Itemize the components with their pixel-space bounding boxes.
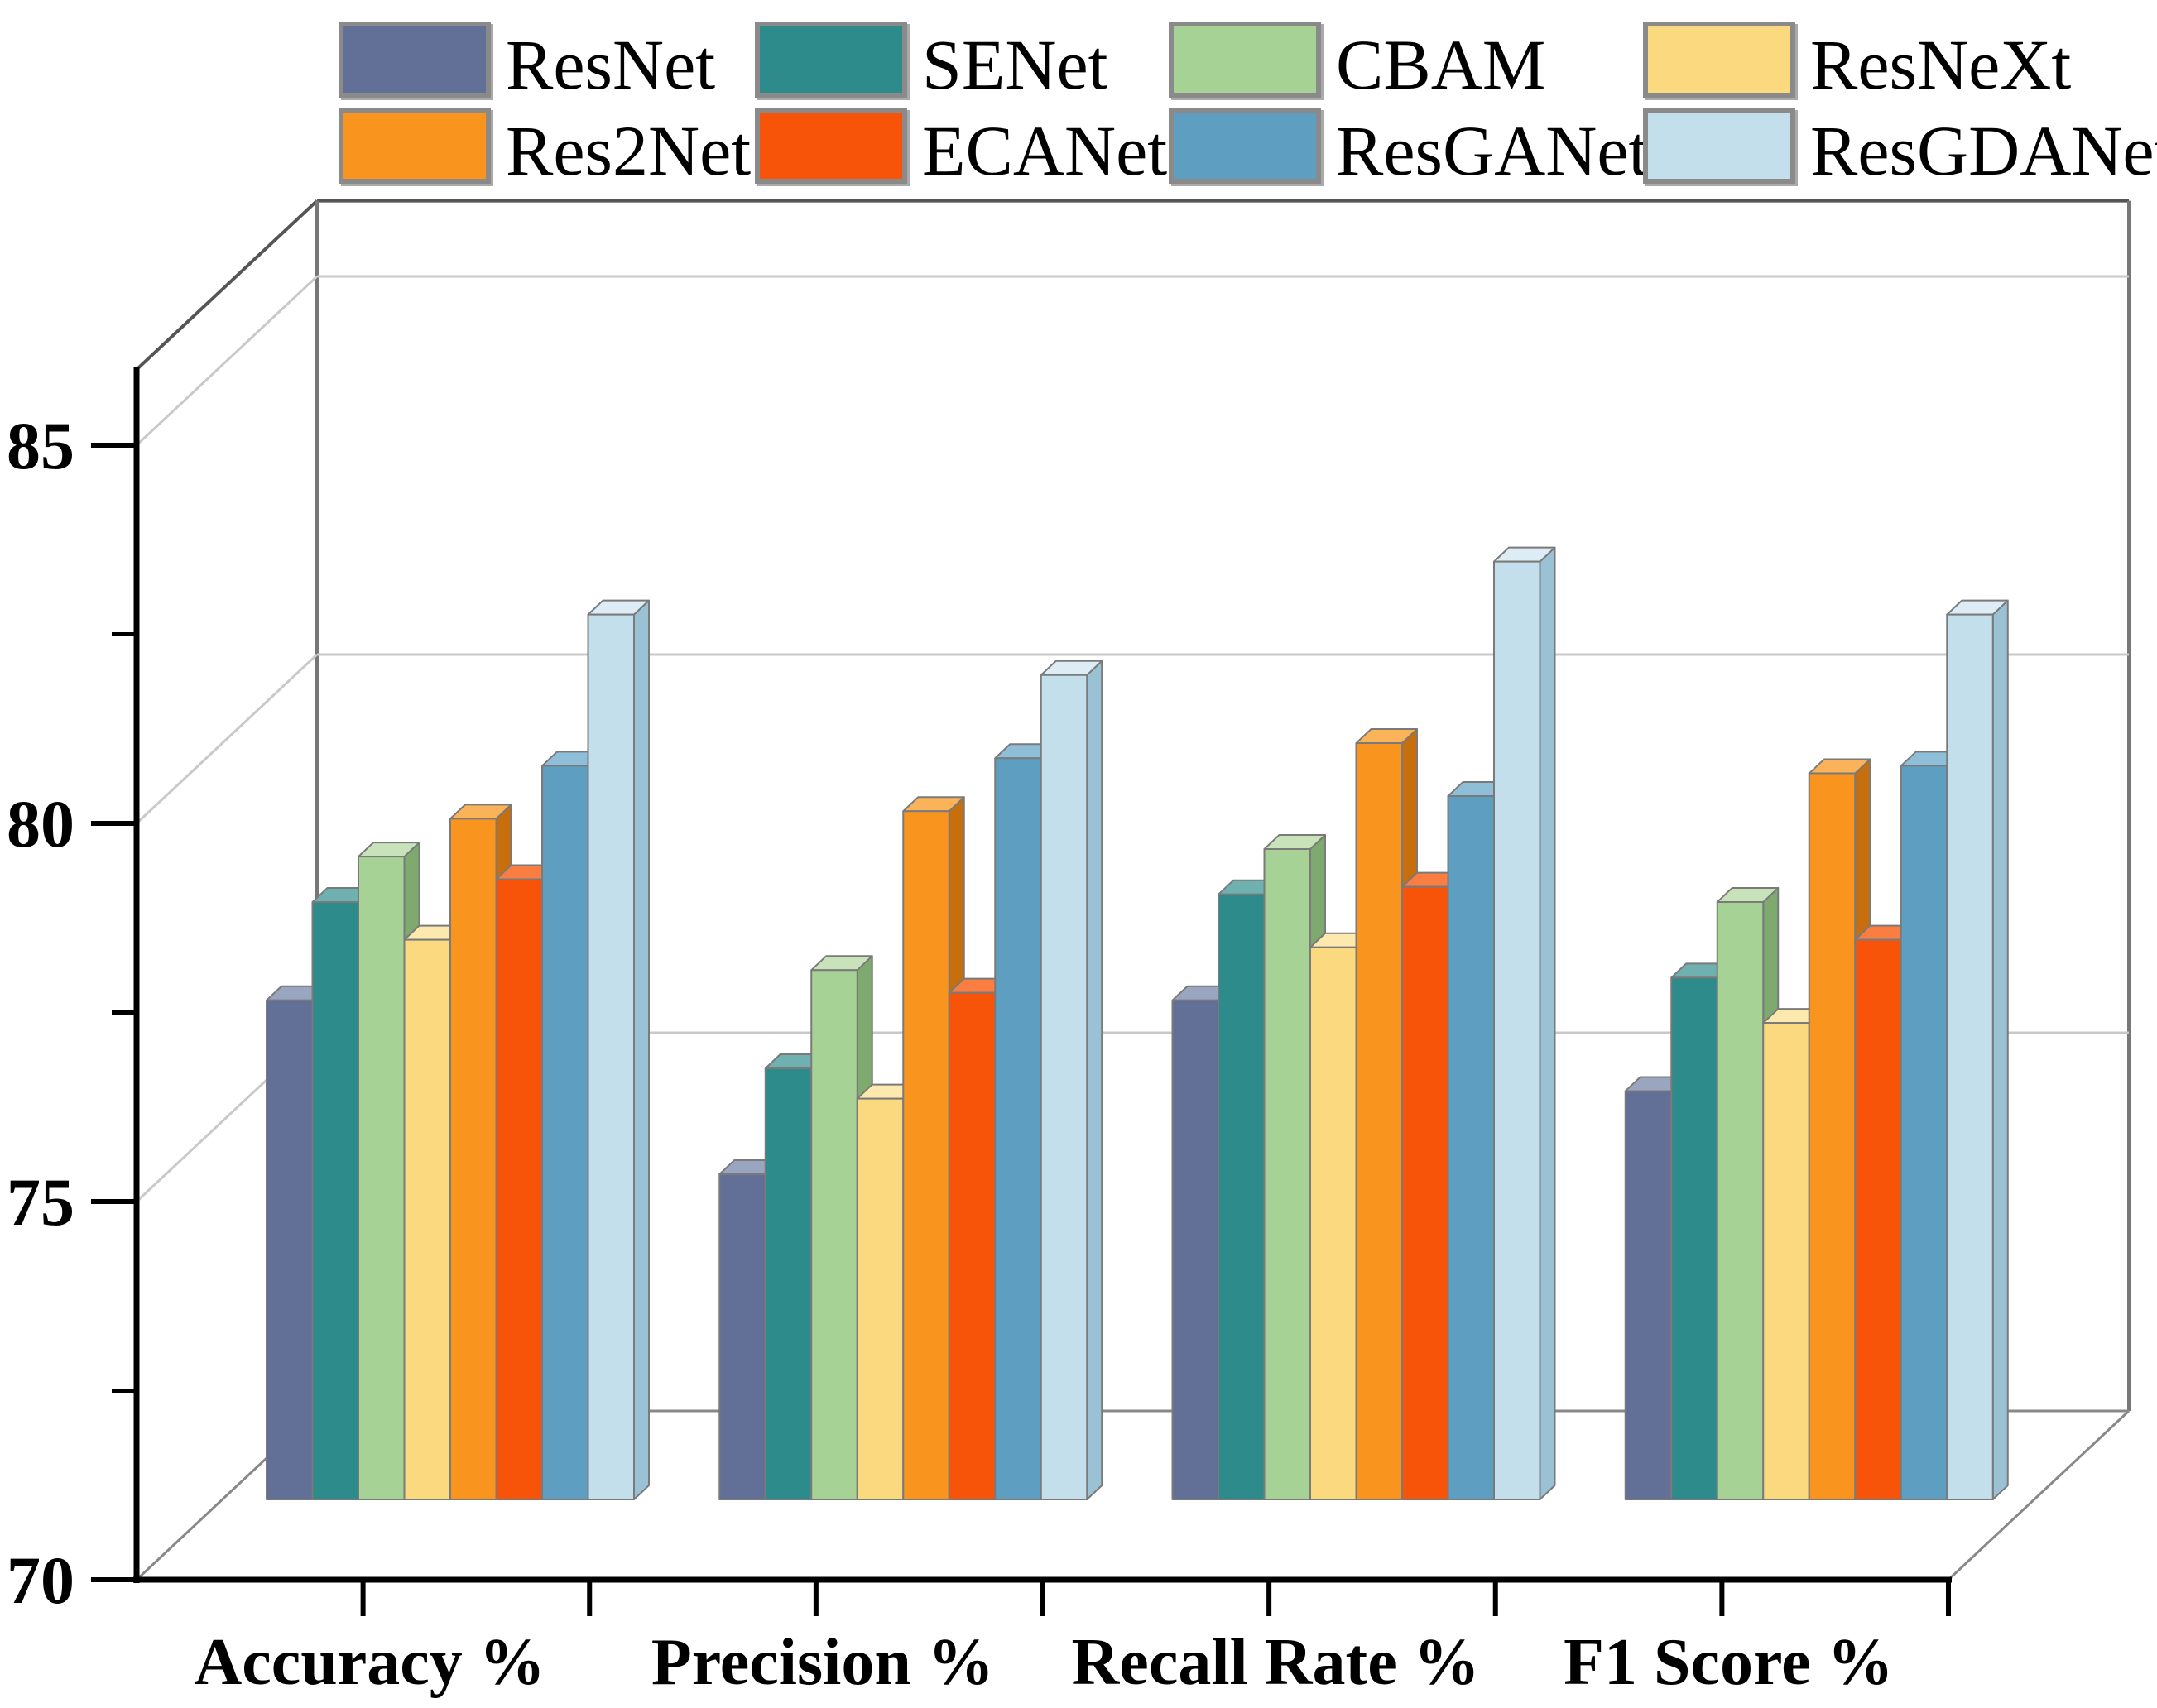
- bar-front-face: [1624, 1090, 1673, 1500]
- legend-item-resnext: ResNeXt: [1643, 17, 2071, 103]
- bar-front-face: [541, 765, 589, 1500]
- bar-front-face: [587, 613, 635, 1500]
- legend-label-resganet: ResGANet: [1336, 111, 1649, 190]
- gridline-wall-85: [135, 275, 319, 447]
- legend-swatch-resganet: [1169, 108, 1321, 184]
- y-tick-label-75: 75: [7, 1164, 74, 1240]
- legend-item-resnet: ResNet: [339, 17, 715, 103]
- bar-group-f1-score: [1624, 599, 2009, 1500]
- legend-swatch-ecanet: [755, 108, 907, 184]
- legend-label-senet: SENet: [922, 25, 1108, 104]
- legend-swatch-cbam: [1169, 22, 1321, 98]
- legend-item-senet: SENet: [755, 17, 1108, 103]
- bar-front-face: [403, 938, 451, 1500]
- bar-front-face: [1946, 613, 1994, 1500]
- bar-group-accuracy: [266, 599, 650, 1500]
- bar-front-face: [1040, 674, 1088, 1500]
- bar-front-face: [1762, 1022, 1810, 1500]
- bar-group-precision: [718, 660, 1103, 1500]
- bar-resgdanet-precision: [1040, 660, 1103, 1500]
- bar-front-face: [495, 878, 543, 1500]
- x-category-label-recall-rate: Recall Rate %: [1072, 1626, 1480, 1699]
- bar-front-face: [810, 969, 858, 1500]
- bar-front-face: [948, 991, 997, 1500]
- bar-front-face: [1263, 847, 1311, 1500]
- x-category-label-precision: Precision %: [651, 1626, 994, 1699]
- legend-swatch-res2net: [339, 108, 491, 184]
- bar-front-face: [764, 1068, 813, 1500]
- legend-item-resganet: ResGANet: [1169, 103, 1648, 189]
- bar-front-face: [1218, 893, 1266, 1500]
- y-tick-label-80: 80: [7, 786, 74, 861]
- bar-front-face: [1493, 560, 1541, 1500]
- legend-label-resnext: ResNeXt: [1810, 25, 2072, 104]
- legend-swatch-resnet: [339, 22, 491, 98]
- legend-swatch-resnext: [1643, 22, 1795, 98]
- bar-front-face: [1401, 885, 1449, 1500]
- gridline-wall-80: [135, 653, 319, 825]
- wall-top-left-edge: [135, 199, 319, 372]
- bar-front-face: [1447, 794, 1495, 1500]
- bar-front-face: [994, 757, 1042, 1500]
- bar-front-face: [1355, 742, 1403, 1500]
- bar-side-face: [1086, 660, 1103, 1500]
- y-tick-label-85: 85: [7, 408, 74, 483]
- legend-label-cbam: CBAM: [1336, 25, 1546, 104]
- y-tick-label-70: 70: [7, 1542, 74, 1618]
- legend-label-resnet: ResNet: [506, 25, 716, 104]
- bar-front-face: [1854, 938, 1902, 1500]
- bar-group-recall-rate: [1171, 546, 1556, 1500]
- bar-front-face: [1670, 976, 1718, 1500]
- bar-front-face: [1309, 946, 1357, 1500]
- legend-item-res2net: Res2Net: [339, 103, 751, 189]
- legend-item-cbam: CBAM: [1169, 17, 1545, 103]
- x-category-label-f1-score: F1 Score %: [1564, 1626, 1893, 1699]
- bar-side-face: [1539, 546, 1556, 1500]
- bar-front-face: [718, 1173, 766, 1500]
- bar-front-face: [449, 818, 497, 1500]
- floor-right-edge: [1947, 1409, 2131, 1581]
- bar-resgdanet-f1-score: [1946, 599, 2009, 1500]
- bar-resgdanet-recall-rate: [1493, 546, 1556, 1500]
- bar-front-face: [1716, 900, 1765, 1500]
- legend-swatch-senet: [755, 22, 907, 98]
- chart-legend: ResNet SENet CBAM ResNeXt Res2Net ECANet ResGA…: [0, 0, 2157, 199]
- bar-front-face: [902, 810, 950, 1500]
- bar-front-face: [1808, 772, 1857, 1500]
- x-category-label-accuracy: Accuracy %: [194, 1626, 545, 1699]
- bar-side-face: [633, 599, 650, 1500]
- bar-front-face: [1900, 765, 1948, 1500]
- legend-item-resgdanet: ResGDANet: [1643, 103, 2157, 189]
- legend-item-ecanet: ECANet: [755, 103, 1167, 189]
- bar-front-face: [358, 856, 406, 1500]
- bar-front-face: [266, 999, 314, 1500]
- bar-front-face: [311, 900, 359, 1500]
- legend-label-res2net: Res2Net: [506, 111, 752, 190]
- bar-side-face: [1991, 599, 2009, 1500]
- bar-resgdanet-accuracy: [587, 599, 650, 1500]
- bar-front-face: [856, 1097, 905, 1500]
- legend-label-ecanet: ECANet: [922, 111, 1168, 190]
- legend-swatch-resgdanet: [1643, 108, 1795, 184]
- legend-label-resgdanet: ResGDANet: [1810, 111, 2157, 190]
- bar-front-face: [1171, 999, 1219, 1500]
